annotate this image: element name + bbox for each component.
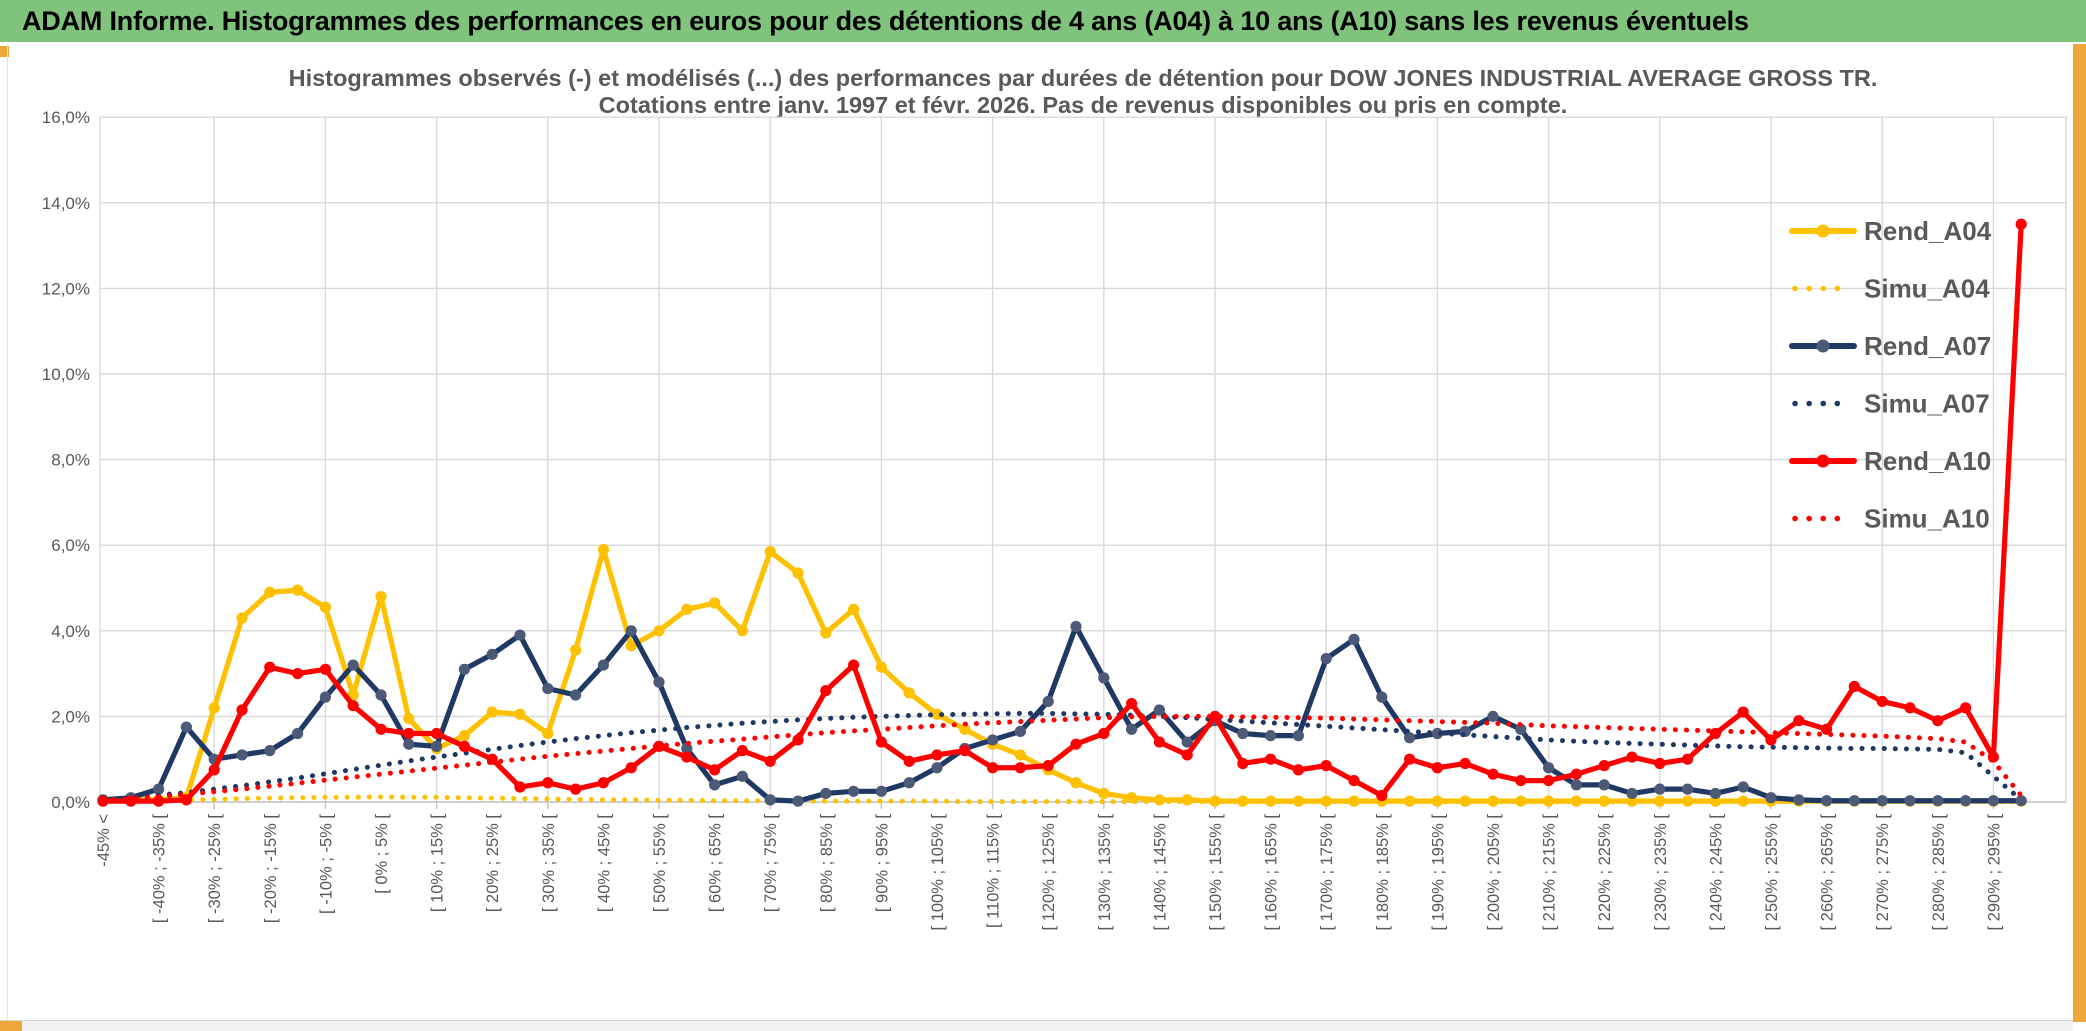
svg-text:[ 50% ; 55% [: [ 50% ; 55% [: [651, 814, 669, 913]
legend-item-Simu_A10[interactable]: Simu_A10: [1792, 504, 1990, 534]
svg-text:2,0%: 2,0%: [51, 707, 90, 726]
svg-text:Rend_A10: Rend_A10: [1864, 446, 1991, 476]
svg-text:[ 290% ; 295% [: [ 290% ; 295% [: [1985, 814, 2003, 931]
y-axis-labels: 0,0% 2,0% 4,0% 6,0% 8,0% 10,0% 12,0% 14,0% 16,0%: [42, 108, 90, 812]
scroll-corner-chip: [0, 46, 9, 57]
performance-histogram-chart: Histogrammes observés (-) et modélisés (…: [42, 65, 2067, 931]
svg-text:[ 160% ; 165% [: [ 160% ; 165% [: [1263, 814, 1281, 931]
svg-text:0,0%: 0,0%: [51, 793, 90, 812]
svg-text:Rend_A04: Rend_A04: [1864, 216, 1992, 246]
svg-text:[ 250% ; 255% [: [ 250% ; 255% [: [1763, 814, 1781, 931]
svg-text:[ -30% ; -25% [: [ -30% ; -25% [: [206, 814, 224, 924]
series-Rend_A04: [97, 543, 2027, 807]
svg-text:[ 20% ; 25% [: [ 20% ; 25% [: [484, 814, 502, 913]
window-left-edge: [7, 44, 8, 1021]
svg-text:[ 70% ; 75% [: [ 70% ; 75% [: [762, 814, 780, 913]
svg-text:[ 130% ; 135% [: [ 130% ; 135% [: [1096, 814, 1114, 931]
svg-text:4,0%: 4,0%: [51, 622, 90, 641]
svg-text:[ 180% ; 185% [: [ 180% ; 185% [: [1374, 814, 1392, 931]
svg-text:[ -10% ; -5% [: [ -10% ; -5% [: [317, 814, 335, 914]
svg-text:[ 100% ; 105% [: [ 100% ; 105% [: [929, 814, 947, 931]
svg-text:[ 220% ; 225% [: [ 220% ; 225% [: [1596, 814, 1614, 931]
svg-text:[ 150% ; 155% [: [ 150% ; 155% [: [1207, 814, 1225, 931]
svg-text:[ 10% ; 15% [: [ 10% ; 15% [: [429, 814, 447, 913]
svg-text:14,0%: 14,0%: [42, 194, 90, 213]
window-title: ADAM Informe. Histogrammes des performan…: [22, 5, 1749, 36]
svg-text:[ 80% ; 85% [: [ 80% ; 85% [: [818, 814, 836, 913]
svg-text:Histogrammes observés (-) et m: Histogrammes observés (-) et modélisés (…: [289, 65, 1878, 91]
vertical-scrollbar-thumb[interactable]: [2073, 44, 2086, 1022]
horizontal-scrollbar-track[interactable]: [0, 1020, 2073, 1031]
svg-text:Rend_A07: Rend_A07: [1864, 331, 1991, 361]
chart-title: Histogrammes observés (-) et modélisés (…: [289, 65, 1878, 118]
svg-text:[ 0% ; 5% [: [ 0% ; 5% [: [373, 814, 391, 894]
legend: Rend_A04 Simu_A04 Rend_A07 Simu_A07 Rend_A10…: [1789, 216, 1992, 534]
header-bar: ADAM Informe. Histogrammes des performan…: [0, 0, 2086, 42]
x-axis-labels: -45% < [ -40% ; -35% [ [ -30% ; -25% [ [ -2…: [95, 814, 2003, 931]
series-Simu_A07: [100, 710, 2024, 803]
svg-text:[ 240% ; 245% [: [ 240% ; 245% [: [1707, 814, 1725, 931]
svg-text:[ 140% ; 145% [: [ 140% ; 145% [: [1151, 814, 1169, 931]
series-Simu_A10: [100, 713, 2024, 803]
svg-text:12,0%: 12,0%: [42, 279, 90, 298]
gridlines: [99, 116, 2067, 802]
svg-text:[ 260% ; 265% [: [ 260% ; 265% [: [1819, 814, 1837, 931]
svg-text:[ 40% ; 45% [: [ 40% ; 45% [: [595, 814, 613, 913]
svg-text:10,0%: 10,0%: [42, 365, 90, 384]
svg-text:[ 30% ; 35% [: [ 30% ; 35% [: [540, 814, 558, 913]
series-Rend_A10: [97, 218, 2027, 807]
svg-text:[ 210% ; 215% [: [ 210% ; 215% [: [1541, 814, 1559, 931]
svg-text:[ 280% ; 285% [: [ 280% ; 285% [: [1930, 814, 1948, 931]
svg-text:8,0%: 8,0%: [51, 451, 90, 470]
svg-text:Simu_A07: Simu_A07: [1864, 389, 1990, 419]
horizontal-scrollbar-thumb[interactable]: [0, 1021, 22, 1031]
svg-text:Simu_A10: Simu_A10: [1864, 504, 1990, 534]
svg-text:[ 190% ; 195% [: [ 190% ; 195% [: [1429, 814, 1447, 931]
svg-text:-45% <: -45% <: [95, 814, 113, 867]
svg-text:[ 170% ; 175% [: [ 170% ; 175% [: [1318, 814, 1336, 931]
svg-text:6,0%: 6,0%: [51, 536, 90, 555]
svg-text:[ 60% ; 65% [: [ 60% ; 65% [: [707, 814, 725, 913]
svg-text:[ 110% ; 115% [: [ 110% ; 115% [: [985, 814, 1003, 928]
legend-item-Rend_A10[interactable]: Rend_A10: [1789, 446, 1991, 476]
svg-text:[ -40% ; -35% [: [ -40% ; -35% [: [151, 814, 169, 924]
legend-item-Rend_A07[interactable]: Rend_A07: [1789, 331, 1991, 361]
legend-item-Simu_A07[interactable]: Simu_A07: [1792, 389, 1990, 419]
svg-text:Cotations entre janv. 1997 et: Cotations entre janv. 1997 et févr. 2026…: [599, 92, 1568, 118]
svg-text:[ 200% ; 205% [: [ 200% ; 205% [: [1485, 814, 1503, 931]
series-Simu_A04: [100, 794, 2024, 805]
legend-item-Simu_A04[interactable]: Simu_A04: [1792, 274, 1990, 304]
svg-text:[ -20% ; -15% [: [ -20% ; -15% [: [262, 814, 280, 924]
svg-text:[ 230% ; 235% [: [ 230% ; 235% [: [1652, 814, 1670, 931]
svg-text:[ 90% ; 95% [: [ 90% ; 95% [: [873, 814, 891, 913]
svg-text:[ 120% ; 125% [: [ 120% ; 125% [: [1040, 814, 1058, 931]
svg-text:[ 270% ; 275% [: [ 270% ; 275% [: [1874, 814, 1892, 931]
legend-item-Rend_A04[interactable]: Rend_A04: [1789, 216, 1992, 246]
svg-text:Simu_A04: Simu_A04: [1864, 274, 1990, 304]
svg-text:16,0%: 16,0%: [42, 108, 90, 127]
